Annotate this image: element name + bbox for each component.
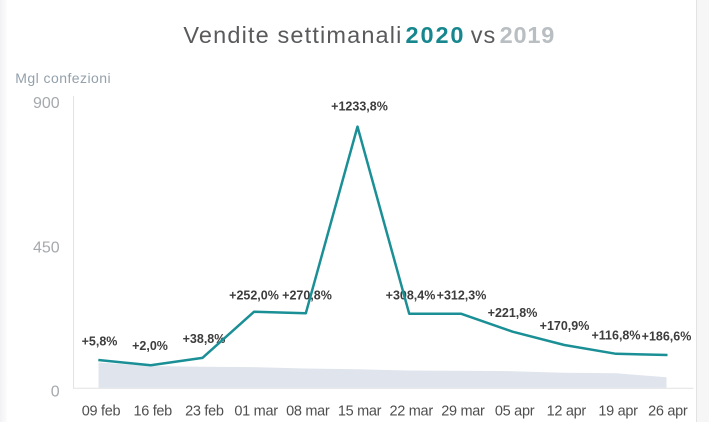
svg-text:05 apr: 05 apr	[495, 404, 535, 420]
svg-text:08 mar: 08 mar	[286, 404, 330, 420]
svg-text:+270,8%: +270,8%	[282, 289, 332, 303]
svg-text:01 mar: 01 mar	[234, 404, 278, 420]
svg-text:900: 900	[33, 95, 60, 112]
svg-text:26 apr: 26 apr	[648, 404, 688, 420]
svg-text:22 mar: 22 mar	[390, 404, 434, 420]
svg-text:2019: 2019	[500, 22, 555, 48]
svg-text:+170,9%: +170,9%	[540, 319, 590, 333]
svg-text:+2,0%: +2,0%	[132, 339, 168, 353]
svg-text:29 mar: 29 mar	[441, 404, 485, 420]
svg-text:+5,8%: +5,8%	[82, 335, 118, 349]
svg-text:2020: 2020	[406, 22, 466, 48]
svg-text:Vendite settimanali: Vendite settimanali	[183, 22, 402, 48]
svg-text:19 apr: 19 apr	[598, 404, 638, 420]
svg-text:+186,6%: +186,6%	[642, 330, 692, 344]
svg-text:+116,8%: +116,8%	[591, 329, 640, 343]
svg-text:+38,8%: +38,8%	[183, 332, 226, 346]
svg-text:09 feb: 09 feb	[82, 404, 121, 420]
svg-text:0: 0	[51, 383, 60, 400]
svg-text:+312,3%: +312,3%	[437, 289, 487, 303]
svg-text:12 apr: 12 apr	[547, 404, 587, 420]
svg-text:+252,0%: +252,0%	[229, 289, 279, 303]
svg-text:16 feb: 16 feb	[133, 404, 172, 420]
svg-text:Mgl confezioni: Mgl confezioni	[15, 70, 111, 86]
svg-text:vs: vs	[471, 22, 497, 48]
svg-text:+308,4%: +308,4%	[386, 289, 436, 303]
svg-text:+1233,8%: +1233,8%	[331, 100, 388, 114]
svg-text:15 mar: 15 mar	[338, 404, 382, 420]
svg-text:+221,8%: +221,8%	[488, 306, 538, 320]
svg-text:450: 450	[33, 239, 60, 256]
svg-text:23 feb: 23 feb	[185, 404, 224, 420]
